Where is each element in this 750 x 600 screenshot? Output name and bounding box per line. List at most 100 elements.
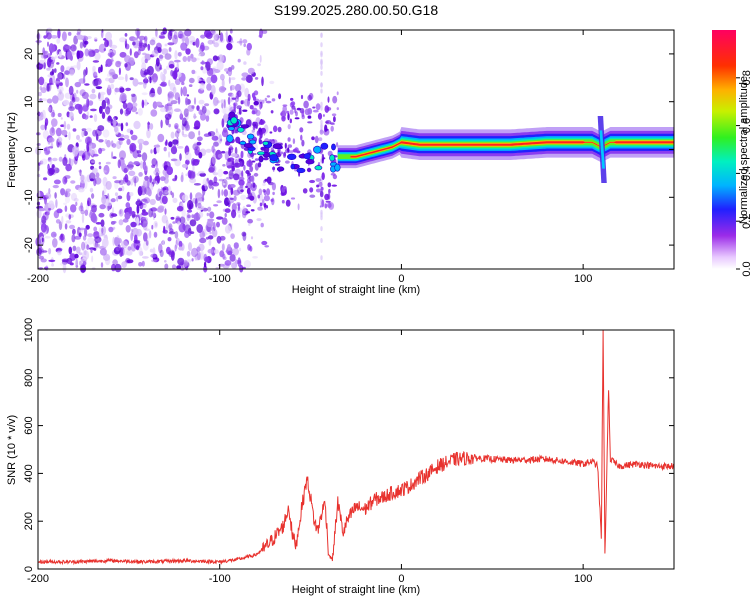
spectrogram-noise-blob xyxy=(220,73,225,81)
spectrogram-noise-blob xyxy=(164,208,167,215)
spectrogram-noise-blob xyxy=(130,228,134,233)
snr-series-line xyxy=(37,329,675,566)
spectrogram-noise-blob xyxy=(60,117,63,120)
spectrogram-noise-blob xyxy=(300,134,303,141)
spectrogram-noise-blob xyxy=(178,30,184,38)
spectrogram-noise-blob xyxy=(187,214,191,219)
spectrogram-noise-blob xyxy=(151,259,157,263)
spectrogram-noise-blob xyxy=(198,81,206,84)
spectrogram-noise-blob xyxy=(143,81,147,89)
spectrogram-ytick-label: -10 xyxy=(23,189,35,205)
spectrogram-noise-blob xyxy=(187,55,191,62)
spectrogram-noise-blob xyxy=(257,63,261,67)
spectrogram-noise-blob xyxy=(150,253,157,258)
spectrogram-noise-blob xyxy=(154,176,158,181)
spectrogram-noise-blob xyxy=(129,142,137,152)
spectrogram-noise-blob xyxy=(159,176,166,182)
spectrogram-noise-blob xyxy=(206,212,209,217)
spectrogram-noise-blob xyxy=(285,160,290,164)
spectrogram-noise-blob xyxy=(108,39,113,48)
spectrogram-noise-blob xyxy=(68,131,71,141)
spectrogram-noise-blob xyxy=(47,60,55,69)
spectrogram-ridge-blob xyxy=(329,154,336,162)
spectrogram-noise-blob xyxy=(330,125,334,132)
spectrogram-noise-blob xyxy=(48,157,52,161)
spectrogram-noise-blob xyxy=(219,32,224,42)
spectrogram-noise-blob xyxy=(198,130,201,136)
spectrogram-noise-blob xyxy=(320,33,323,38)
spectrogram-noise-blob xyxy=(193,183,201,186)
spectrogram-noise-blob xyxy=(85,136,92,145)
spectrogram-noise-blob xyxy=(319,190,324,198)
spectrogram-noise-blob xyxy=(66,123,71,130)
spectrogram-noise-blob xyxy=(59,89,62,95)
spectrogram-noise-blob xyxy=(101,99,107,110)
spectrogram-noise-blob xyxy=(76,89,79,94)
spectrogram-noise-blob xyxy=(164,263,169,270)
spectrogram-noise-blob xyxy=(104,139,108,145)
spectrogram-noise-blob xyxy=(112,156,117,159)
spectrogram-noise-blob xyxy=(205,114,210,122)
spectrogram-noise-blob xyxy=(185,173,188,177)
spectrogram-noise-blob xyxy=(181,163,189,168)
spectrogram-noise-blob xyxy=(332,174,338,180)
colorbar-tick-label: 0.6 xyxy=(741,118,750,133)
spectrogram-noise-blob xyxy=(168,141,173,148)
spectrogram-noise-blob xyxy=(175,239,178,249)
spectrogram-noise-blob xyxy=(74,235,81,240)
spectrogram-noise-blob xyxy=(103,184,107,195)
spectrogram-noise-blob xyxy=(243,43,246,48)
spectrogram-noise-blob xyxy=(212,228,218,238)
spectrogram-noise-blob xyxy=(101,227,104,234)
spectrogram-noise-blob xyxy=(177,52,182,57)
spectrogram-noise-blob xyxy=(161,195,168,205)
spectrogram-noise-blob xyxy=(259,54,262,63)
spectrogram-noise-blob xyxy=(173,59,181,63)
spectrogram-noise-blob xyxy=(105,106,111,115)
spectrogram-noise-blob xyxy=(86,127,92,132)
spectrogram-noise-blob xyxy=(228,148,232,157)
spectrogram-noise-blob xyxy=(142,216,149,224)
spectrogram-noise-blob xyxy=(247,244,252,251)
spectrogram-noise-blob xyxy=(210,74,218,84)
spectrogram-noise-blob xyxy=(112,176,117,180)
spectrogram-noise-blob xyxy=(201,60,204,65)
spectrogram-noise-blob xyxy=(240,189,244,192)
spectrogram-noise-blob xyxy=(240,150,244,159)
spectrogram-noise-blob xyxy=(320,124,323,130)
spectrogram-noise-blob xyxy=(320,105,323,111)
spectrogram-noise-blob xyxy=(242,205,246,215)
spectrogram-noise-blob xyxy=(162,229,168,234)
spectrogram-noise-blob xyxy=(315,103,321,111)
spectrogram-noise-blob xyxy=(100,262,104,268)
spectrogram-noise-blob xyxy=(72,146,80,155)
spectrogram-noise-blob xyxy=(135,200,143,207)
spectrogram-noise-blob xyxy=(218,178,225,182)
spectrogram-noise-blob xyxy=(271,182,276,191)
chart-title: S199.2025.280.00.50.G18 xyxy=(274,2,438,18)
spectrogram-ridge-blob xyxy=(230,116,238,125)
spectrogram-noise-blob xyxy=(147,189,152,197)
spectrogram-noise-blob xyxy=(281,199,285,204)
spectrogram-noise-blob xyxy=(94,39,98,42)
spectrogram-xtick-label: 100 xyxy=(574,273,592,285)
spectrogram-noise-blob xyxy=(198,151,203,159)
spectrogram-noise-blob xyxy=(227,158,231,162)
spectrogram-noise-blob xyxy=(76,134,80,141)
spectrogram-noise-blob xyxy=(222,164,226,167)
spectrogram-noise-blob xyxy=(216,60,224,71)
spectrogram-noise-blob xyxy=(143,72,149,76)
spectrogram-noise-blob xyxy=(125,122,129,127)
spectrogram-ridge-blob xyxy=(303,153,311,160)
spectrogram-noise-blob xyxy=(239,38,243,46)
spectrogram-noise-blob xyxy=(66,257,73,265)
spectrogram-noise-blob xyxy=(219,235,226,241)
spectrogram-noise-blob xyxy=(167,237,172,242)
spectrogram-noise-blob xyxy=(245,211,251,214)
spectrogram-noise-blob xyxy=(106,86,112,96)
spectrogram-noise-blob xyxy=(39,86,43,91)
colorbar-tick-label: 0.8 xyxy=(741,70,750,85)
spectrogram-noise-blob xyxy=(151,73,158,83)
spectrogram-noise-blob xyxy=(212,172,219,176)
